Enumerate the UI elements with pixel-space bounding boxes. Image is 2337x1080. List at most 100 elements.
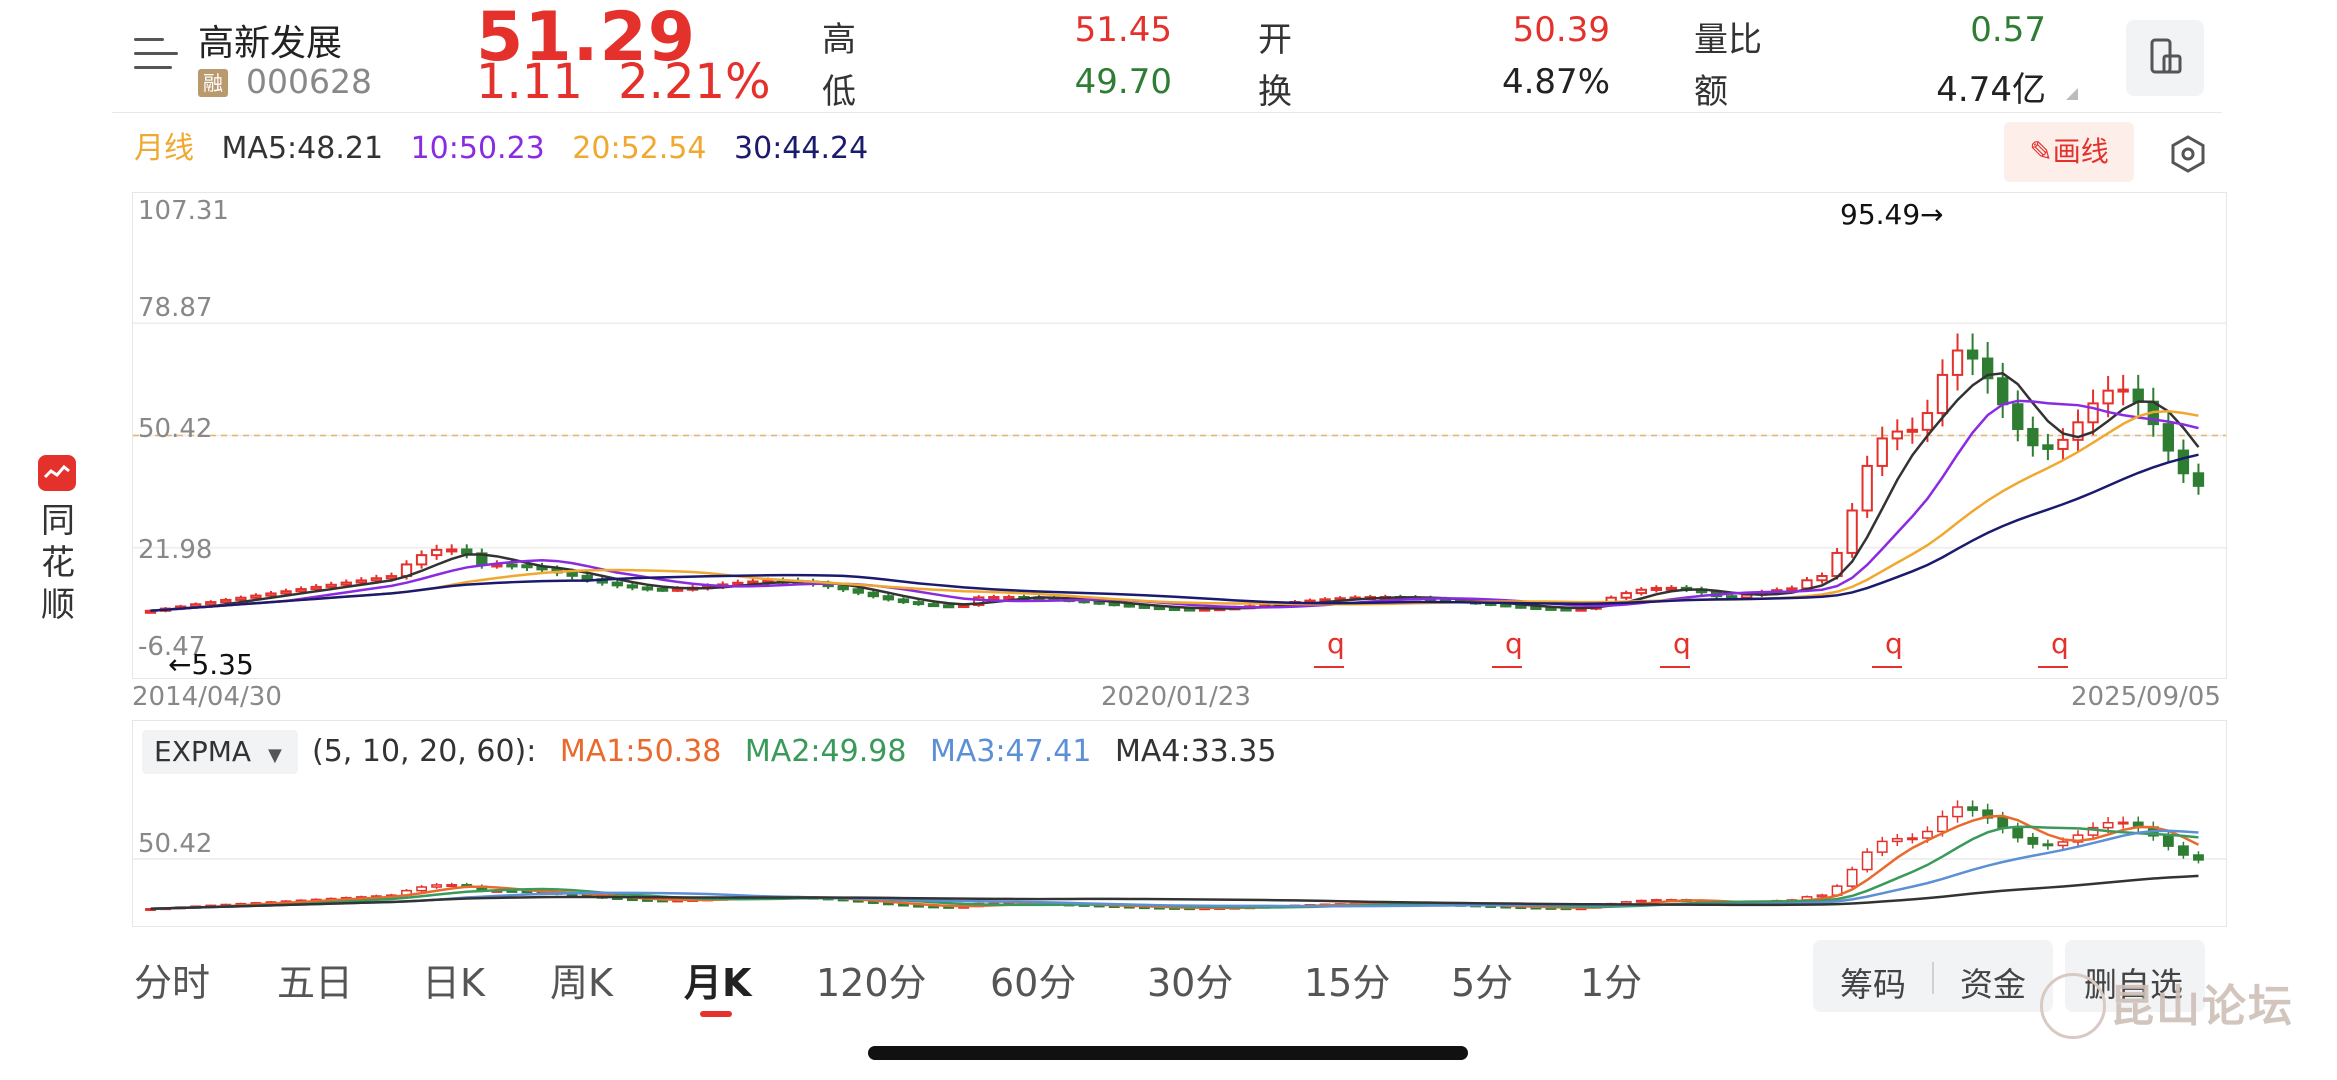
high-label: 高 xyxy=(822,20,856,60)
candle-body xyxy=(852,588,864,594)
tab-daily-k[interactable]: 日K xyxy=(422,961,485,1005)
ma5-value: MA5:48.21 xyxy=(221,131,384,166)
candle-body xyxy=(1650,586,1663,591)
candle-body xyxy=(250,594,262,599)
candle-body xyxy=(446,548,458,553)
sub-candle-body xyxy=(431,884,443,888)
candle-body xyxy=(265,592,277,597)
candle-body xyxy=(837,585,849,591)
candle-body xyxy=(1545,606,1557,611)
candle-body xyxy=(1966,349,1979,360)
period-label: 月线 xyxy=(134,131,194,166)
event-marker: q xyxy=(2051,627,2069,660)
sub-candle-body xyxy=(1891,837,1903,843)
home-indicator[interactable] xyxy=(868,1046,1468,1060)
candle-body xyxy=(521,564,533,569)
ma30-value: 30:44.24 xyxy=(734,131,869,166)
event-marker: q xyxy=(1673,627,1691,660)
sub-candle-body xyxy=(2057,841,2069,847)
expma-params: (5, 10, 20, 60): xyxy=(312,734,537,769)
candle-body xyxy=(1168,607,1181,612)
hexagon-gear-icon xyxy=(2171,135,2205,173)
funds-button[interactable]: 资金 xyxy=(1960,965,2026,1004)
brand-name[interactable]: 同花顺 xyxy=(41,501,75,625)
max-price-marker: 95.49→ xyxy=(1840,198,1944,231)
ma10-line xyxy=(150,399,2199,613)
sub-candle-body xyxy=(1922,830,1933,839)
stock-code: 000628 xyxy=(246,62,372,101)
candle-body xyxy=(1500,603,1512,608)
tab-five-day[interactable]: 五日 xyxy=(277,961,354,1005)
sub-candle-body xyxy=(1635,899,1647,903)
sub-candle-body xyxy=(2027,836,2039,845)
volume-ratio-value: 0.57 xyxy=(1970,10,2046,50)
candle-body xyxy=(1876,437,1888,467)
candle-body xyxy=(2192,472,2205,487)
sub-candle-body xyxy=(898,903,909,907)
expma-legend: (5, 10, 20, 60): MA1:50.38 MA2:49.98 MA3… xyxy=(312,734,1290,769)
candle-body xyxy=(566,571,578,577)
sub-candle-body xyxy=(2012,827,2024,839)
dropdown-triangle-icon: ▼ xyxy=(267,745,282,766)
menu-icon[interactable] xyxy=(134,38,178,72)
active-tab-indicator xyxy=(700,1011,732,1017)
tab-5min[interactable]: 5分 xyxy=(1451,961,1514,1005)
candle-body xyxy=(1515,604,1527,609)
tab-intraday[interactable]: 分时 xyxy=(134,961,211,1005)
candle-body xyxy=(1530,605,1542,610)
candle-body xyxy=(641,586,654,591)
sub-candle-body xyxy=(1876,840,1888,853)
expma-chart-svg[interactable] xyxy=(133,721,2226,926)
expand-corner-icon[interactable] xyxy=(2066,88,2078,100)
tab-60min[interactable]: 60分 xyxy=(990,961,1077,1005)
sub-candle-body xyxy=(2042,843,2054,847)
sub-candle-body xyxy=(1997,817,2009,829)
event-marker: q xyxy=(1885,627,1903,660)
draw-line-button[interactable]: ✎画线 xyxy=(2004,122,2134,182)
tab-monthly-k[interactable]: 月K xyxy=(684,961,752,1005)
candle-body xyxy=(912,601,925,606)
candle-body xyxy=(2012,403,2024,430)
x-tick-label: 2020/01/23 xyxy=(1101,682,1251,712)
settings-icon[interactable] xyxy=(2168,134,2208,174)
tab-1min[interactable]: 1分 xyxy=(1580,961,1643,1005)
candle-body xyxy=(1861,464,1873,512)
sub-candle-body xyxy=(446,884,458,888)
candle-body xyxy=(1725,595,1738,600)
y-tick-label: 50.42 xyxy=(138,414,213,444)
sub-candle-body xyxy=(2177,845,2189,856)
tab-weekly-k[interactable]: 周K xyxy=(550,961,613,1005)
turnover-label: 换 xyxy=(1258,72,1292,112)
rotate-screen-button[interactable] xyxy=(2126,20,2204,96)
candle-body xyxy=(1906,428,1919,433)
candle-body xyxy=(1108,602,1120,607)
indicator-select[interactable]: EXPMA ▼ xyxy=(142,730,298,774)
watermark-text: 昆山论坛 xyxy=(2110,981,2294,1032)
expma1-line xyxy=(150,814,2200,910)
tab-30min[interactable]: 30分 xyxy=(1147,961,1234,1005)
candle-body xyxy=(1936,373,1949,415)
expma-chart[interactable] xyxy=(132,720,2227,927)
candle-body xyxy=(1003,596,1015,601)
candle-body xyxy=(280,590,292,595)
tonghuashun-logo-icon[interactable] xyxy=(38,455,76,491)
candle-body xyxy=(1981,357,1994,380)
candle-body xyxy=(2087,402,2099,424)
y-tick-label: 21.98 xyxy=(138,535,213,565)
candle-body xyxy=(415,554,428,566)
candle-body xyxy=(385,575,398,580)
header-divider xyxy=(112,112,2222,113)
candle-body xyxy=(626,584,639,589)
candle-body xyxy=(340,581,352,586)
sub-candle-body xyxy=(882,902,894,906)
tab-15min[interactable]: 15分 xyxy=(1304,961,1391,1005)
tab-120min[interactable]: 120分 xyxy=(816,961,927,1005)
expma-ma3: MA3:47.41 xyxy=(929,734,1092,769)
chips-button[interactable]: 筹码 xyxy=(1840,965,1906,1004)
candle-body xyxy=(927,603,940,608)
candle-body xyxy=(1997,377,2009,406)
expma-ma4: MA4:33.35 xyxy=(1114,734,1277,769)
candle-body xyxy=(430,548,443,557)
